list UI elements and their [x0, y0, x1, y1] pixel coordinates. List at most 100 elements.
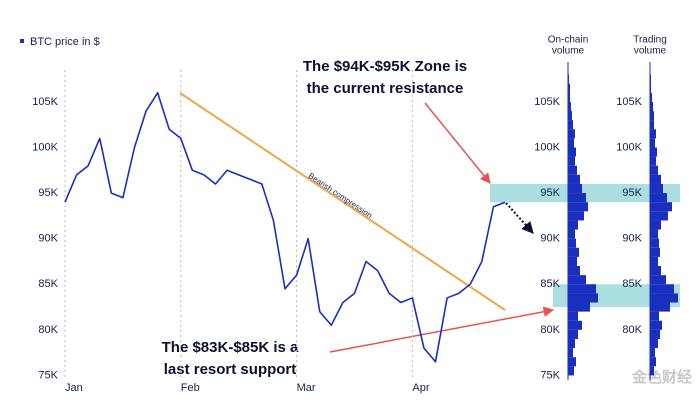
volume-bar — [650, 247, 660, 257]
y-tick-label: 105K — [32, 96, 58, 108]
volume-bar — [650, 311, 659, 321]
volume-bar — [568, 293, 598, 303]
trendline — [179, 92, 506, 311]
volume-bar — [568, 83, 570, 93]
volume-bar — [568, 238, 576, 248]
volume-bar — [568, 174, 580, 184]
volume-bar — [568, 147, 576, 157]
trendline-label: Bearish compression — [307, 171, 374, 220]
y-tick-label: 85K — [540, 278, 560, 290]
volume-bar — [568, 348, 573, 358]
volume-bar — [568, 229, 575, 239]
y-tick-label: 80K — [38, 324, 58, 336]
volume-bar — [568, 366, 574, 376]
y-tick-label: 105K — [534, 96, 560, 108]
x-tick-label: Mar — [297, 382, 316, 394]
volume-bar — [650, 348, 655, 358]
volume-bar — [650, 111, 654, 121]
volume-bar — [568, 111, 572, 121]
arrow — [424, 102, 491, 184]
volume-bar — [568, 120, 573, 130]
y-tick-label: 90K — [540, 233, 560, 245]
y-tick-label: 85K — [622, 278, 642, 290]
volume-bar — [650, 238, 659, 248]
volume-bar — [568, 156, 575, 166]
panel-title: On-chain — [548, 35, 589, 46]
y-tick-label: 80K — [540, 324, 560, 336]
volume-bar — [568, 357, 576, 367]
watermark: 金色财经 — [631, 368, 692, 386]
volume-bar — [650, 302, 670, 312]
volume-bar — [568, 202, 588, 212]
volume-bar — [650, 220, 661, 230]
volume-bar — [650, 320, 662, 330]
y-tick-label: 95K — [38, 187, 58, 199]
volume-bar — [650, 284, 674, 294]
volume-bar — [568, 165, 577, 175]
volume-bar — [650, 211, 668, 221]
x-tick-label: Apr — [412, 382, 429, 394]
annotation: the current resistance — [307, 80, 464, 97]
volume-bar — [650, 229, 658, 239]
volume-bar — [650, 338, 658, 349]
y-tick-label: 100K — [32, 141, 58, 153]
legend-marker — [20, 39, 24, 43]
volume-bar — [568, 311, 578, 321]
volume-bar — [650, 366, 654, 376]
volume-bar — [650, 165, 658, 175]
y-tick-label: 85K — [38, 278, 58, 290]
volume-bar — [650, 293, 678, 303]
volume-bar — [568, 266, 580, 276]
volume-bar — [650, 202, 672, 212]
volume-bar — [568, 329, 578, 339]
x-tick-label: Feb — [181, 382, 200, 394]
y-tick-label: 95K — [622, 187, 642, 199]
volume-bar — [568, 101, 571, 112]
legend-label: BTC price in $ — [30, 36, 100, 48]
annotation: The $94K-$95K Zone is — [303, 58, 467, 75]
volume-bar — [650, 329, 660, 339]
volume-bar — [650, 174, 661, 184]
y-tick-label: 90K — [38, 233, 58, 245]
volume-bar — [568, 247, 579, 257]
volume-bar — [650, 101, 653, 112]
volume-bar — [650, 156, 656, 166]
volume-bar — [568, 211, 584, 221]
volume-bar — [650, 266, 661, 276]
volume-bar — [568, 220, 578, 230]
volume-bar — [568, 320, 582, 330]
volume-bar — [650, 275, 666, 285]
volume-bar — [650, 74, 651, 84]
volume-bar — [568, 284, 596, 294]
volume-bar — [568, 302, 590, 312]
volume-bar — [568, 193, 586, 203]
y-tick-label: 95K — [540, 187, 560, 199]
y-tick-label: 75K — [38, 369, 58, 381]
y-tick-label: 90K — [622, 233, 642, 245]
volume-bar — [650, 256, 658, 267]
volume-bar — [650, 147, 657, 157]
volume-bar — [568, 256, 577, 267]
volume-bar — [568, 183, 582, 194]
volume-bar — [650, 120, 654, 130]
y-tick-label: 105K — [616, 96, 642, 108]
annotation: The $83K-$85K is a — [162, 339, 299, 356]
panel-title: volume — [552, 46, 585, 57]
arrow — [505, 202, 534, 234]
volume-bar — [568, 138, 574, 148]
volume-bar — [568, 275, 586, 285]
volume-bar — [568, 129, 575, 139]
volume-bar — [568, 92, 570, 102]
volume-bar — [568, 74, 569, 84]
y-tick-label: 80K — [622, 324, 642, 336]
panel-title: Trading — [633, 35, 667, 46]
volume-bar — [650, 183, 663, 194]
zone — [490, 183, 680, 203]
volume-bar — [650, 138, 655, 148]
panel-title: volume — [634, 46, 667, 57]
y-tick-label: 100K — [534, 141, 560, 153]
y-tick-label: 75K — [540, 369, 560, 381]
volume-bar — [650, 193, 667, 203]
y-tick-label: 100K — [616, 141, 642, 153]
